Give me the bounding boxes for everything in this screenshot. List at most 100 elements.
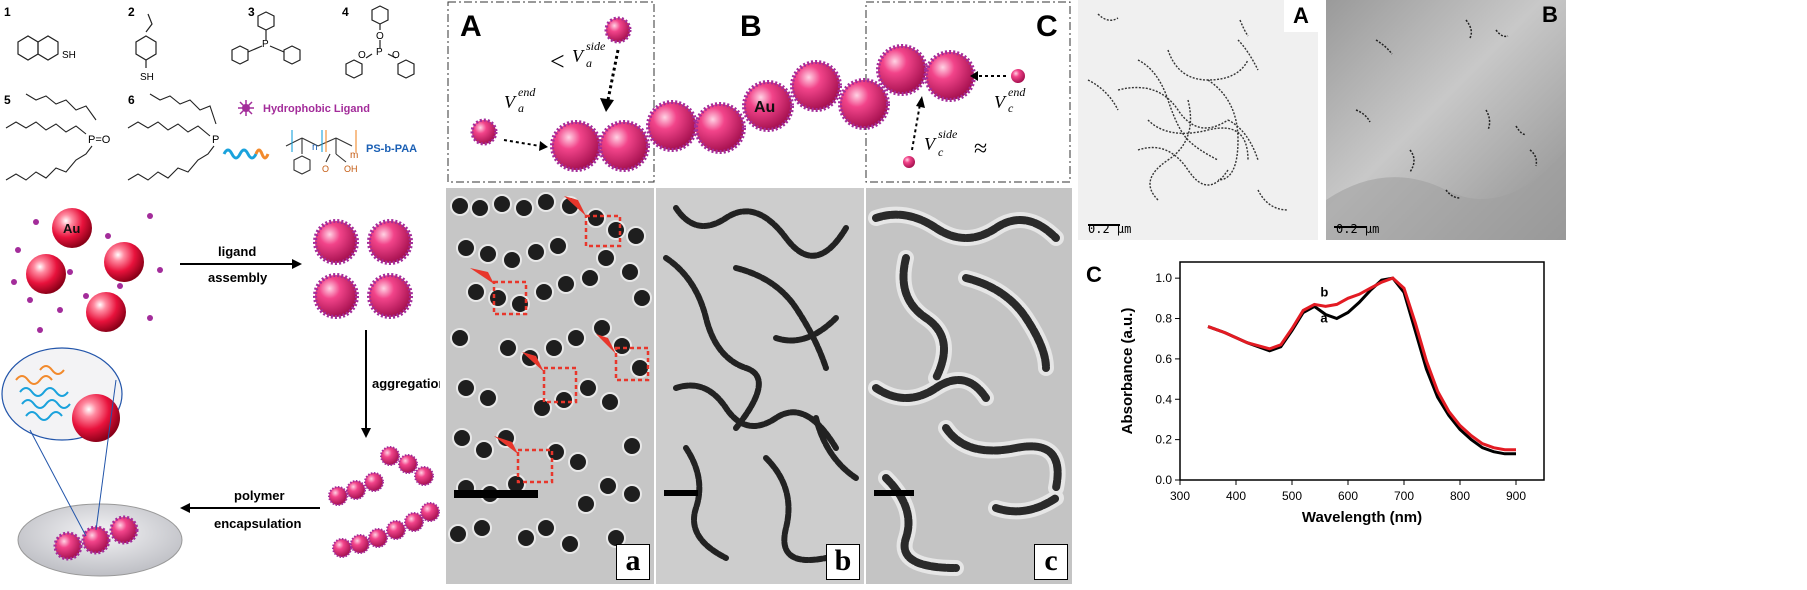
ligand-number-5: 5	[4, 93, 11, 107]
series-label-a: a	[1320, 310, 1328, 325]
tem-image-b: b	[656, 188, 864, 584]
tem-b-particles	[656, 188, 864, 584]
region-label-a: A	[460, 10, 482, 43]
series-label-b: b	[1320, 284, 1328, 299]
chain-growth-schematic: A B C Au	[447, 1, 1071, 183]
x-tick-label: 500	[1282, 489, 1302, 503]
aggregated-chains	[328, 446, 440, 558]
svg-text:V: V	[994, 92, 1007, 112]
velocity-c-side: V side c	[924, 127, 958, 159]
au-label-scheme: Au	[63, 221, 80, 236]
tem-image-c: c	[866, 188, 1072, 584]
tem-label-a: a	[616, 544, 650, 580]
y-tick-label: 0.0	[1155, 473, 1172, 487]
phosphine-label-3: P	[262, 39, 269, 50]
y-tick-label: 1.0	[1155, 271, 1172, 285]
incoming-particles	[470, 16, 1025, 168]
synthesis-scheme: 1 2 3 4 5 6 SH SH P	[1, 5, 446, 577]
less-than-sign: <	[550, 47, 565, 76]
polymer-label-bottom: encapsulation	[214, 516, 301, 531]
tem-label-c: c	[1034, 544, 1068, 580]
y-tick-label: 0.4	[1155, 392, 1172, 406]
phosphite-o-top: O	[376, 31, 384, 42]
svg-text:a: a	[586, 56, 592, 70]
thiol-label-2: SH	[140, 72, 154, 83]
y-tick-label: 0.8	[1155, 312, 1172, 326]
y-axis-label: Absorbance (a.u.)	[1119, 308, 1136, 435]
svg-text:V: V	[572, 46, 585, 66]
phosphine-label-6: P	[212, 134, 219, 146]
phosphite-o-left: O	[358, 50, 366, 61]
inset-gold-core	[72, 394, 120, 442]
ligand-3-structure	[231, 11, 301, 65]
ligand-number-4: 4	[342, 5, 349, 19]
ligand-5-structure	[5, 93, 97, 181]
right-figure-panel: 0.2 μm A	[1078, 0, 1807, 585]
middle-figure-panel: A B C Au	[446, 0, 1072, 585]
ligand-1-structure	[17, 35, 59, 61]
aggregation-arrowhead	[361, 428, 371, 438]
svg-text:end: end	[1008, 85, 1026, 99]
hydrophobic-ligand-label: Hydrophobic Ligand	[263, 103, 370, 115]
x-tick-label: 600	[1338, 489, 1358, 503]
region-box-a	[447, 1, 655, 183]
svg-text:V: V	[924, 134, 937, 154]
velocity-c-end: V end c	[994, 85, 1026, 115]
absorbance-chart: 300 400 500 600 700 800 900 0.0 0.2 0.4 0.6 0.8 1.0 W…	[1119, 261, 1545, 526]
polymer-n-label: n	[312, 142, 318, 153]
tem-a-particles	[446, 188, 654, 584]
zoom-connector-2	[29, 429, 87, 537]
inset-micelle-detail	[15, 365, 71, 421]
svg-text:c: c	[938, 145, 944, 159]
phosphine-oxide-label: P=O	[88, 134, 111, 146]
tem-c-particles	[866, 188, 1072, 584]
svg-text:c: c	[1008, 101, 1014, 115]
tem-image-a: a	[446, 188, 654, 584]
svg-text:end: end	[518, 85, 536, 99]
x-tick-label: 800	[1450, 489, 1470, 503]
polymer-encapsulation-arrowhead	[180, 503, 190, 513]
approx-sign: ≈	[974, 136, 987, 162]
ligand-assembly-arrowhead	[292, 259, 302, 269]
region-label-c: C	[1036, 10, 1058, 43]
tem-overview-a-chains	[1078, 0, 1318, 240]
ligand-number-2: 2	[128, 5, 135, 19]
tem-overview-b: 0.2 μm B	[1326, 0, 1566, 240]
ligand-number-1: 1	[4, 5, 11, 19]
phosphite-o-right: O	[392, 50, 400, 61]
synthesis-scheme-panel: 1 2 3 4 5 6 SH SH P	[0, 0, 446, 585]
polymer-oh-label: OH	[344, 164, 358, 174]
ps-b-paa-label: PS-b-PAA	[366, 143, 417, 155]
tem-overview-label-a: A	[1284, 0, 1318, 32]
svg-text:side: side	[938, 127, 958, 141]
y-tick-label: 0.6	[1155, 352, 1172, 366]
scale-bar-label-a: 0.2 μm	[1088, 222, 1132, 236]
ligand-2-structure	[135, 13, 157, 68]
ligand-number-6: 6	[128, 93, 135, 107]
tem-overview-b-background	[1326, 0, 1566, 240]
tem-label-b: b	[826, 544, 860, 580]
polymer-o-label: O	[322, 164, 329, 174]
zoom-connector-1	[95, 379, 117, 531]
x-tick-label: 300	[1170, 489, 1190, 503]
ligand-4-structure	[345, 5, 415, 79]
ps-b-paa-structure	[285, 130, 357, 175]
phosphite-p: P	[376, 47, 383, 58]
x-tick-label: 900	[1506, 489, 1526, 503]
x-tick-label: 400	[1226, 489, 1246, 503]
chart-panel-label-c: C	[1086, 262, 1102, 287]
series-line-a	[1207, 276, 1516, 456]
chain-au-label: Au	[754, 99, 775, 116]
x-axis-label: Wavelength (nm)	[1302, 509, 1422, 526]
tem-overview-label-b: B	[1542, 2, 1558, 27]
ligand-number-3: 3	[248, 5, 255, 19]
region-label-b: B	[740, 10, 762, 43]
series-line-b	[1207, 276, 1516, 452]
tem-overview-a: 0.2 μm A	[1078, 0, 1318, 240]
bare-gold-nanoparticles	[26, 208, 144, 332]
polymer-label-top: polymer	[234, 488, 285, 503]
chart-frame	[1179, 261, 1545, 481]
ligand-coated-nanoparticles	[313, 219, 413, 319]
thiol-label-1: SH	[62, 50, 76, 61]
hydrophobic-ligand-icon	[238, 100, 254, 116]
